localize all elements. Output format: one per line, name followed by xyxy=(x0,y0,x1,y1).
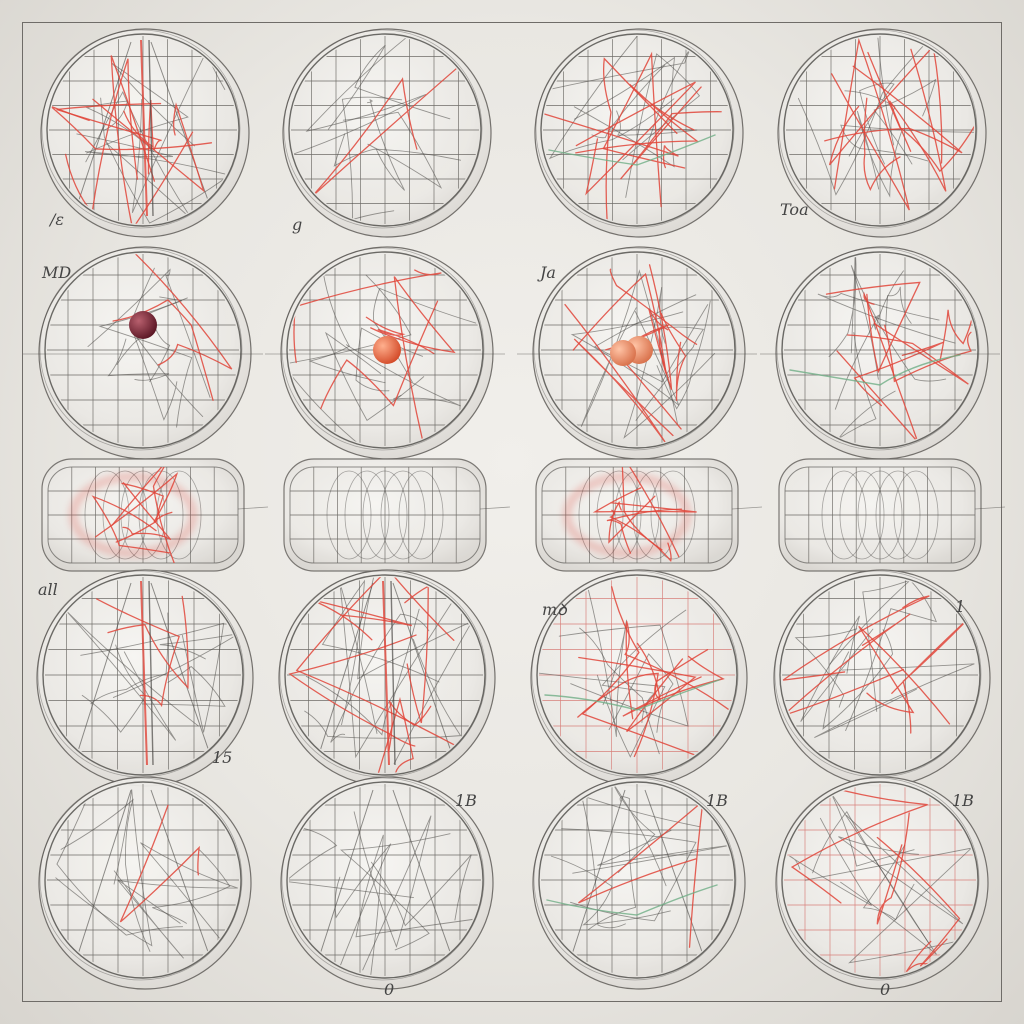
sphere-cell xyxy=(778,458,1006,572)
handwritten-mark: all xyxy=(38,580,58,599)
handwritten-mark: /ɛ xyxy=(48,210,64,229)
sphere-cell xyxy=(265,246,505,460)
sphere-cell xyxy=(278,569,496,787)
handwritten-mark: 0 xyxy=(384,980,394,999)
handwritten-mark: 1 xyxy=(955,597,965,616)
handwritten-mark: MD xyxy=(41,263,71,282)
handwritten-mark: 0 xyxy=(880,980,890,999)
handwritten-mark: mꝺ xyxy=(542,600,568,619)
ball-marker xyxy=(129,311,157,339)
sphere-cell xyxy=(282,28,492,238)
sphere-cell xyxy=(777,28,987,238)
sphere-cell xyxy=(40,28,250,238)
sphere-cell xyxy=(38,776,252,990)
handwritten-mark: 1B xyxy=(706,791,728,810)
sphere-cell xyxy=(534,28,744,238)
sphere-cell xyxy=(283,458,511,572)
handwritten-mark: Toa xyxy=(780,200,809,219)
handwritten-mark: 1B xyxy=(952,791,974,810)
sphere-cell xyxy=(530,569,748,787)
sphere-cell xyxy=(41,458,269,572)
handwritten-mark: g xyxy=(292,215,302,234)
ball-marker xyxy=(373,336,401,364)
sphere-cell xyxy=(535,458,763,572)
sphere-cell xyxy=(775,776,989,990)
sheet-border xyxy=(22,22,1002,1002)
sphere-cell xyxy=(760,246,1000,460)
handwritten-mark: 1B xyxy=(455,791,477,810)
handwritten-mark: Ja xyxy=(537,263,556,282)
handwritten-mark: 15 xyxy=(212,748,232,767)
sphere-cell xyxy=(773,569,991,787)
sphere-cell xyxy=(517,246,757,460)
sphere-cell xyxy=(36,569,254,787)
sphere-cell xyxy=(280,776,494,990)
sphere-cell xyxy=(23,246,263,460)
